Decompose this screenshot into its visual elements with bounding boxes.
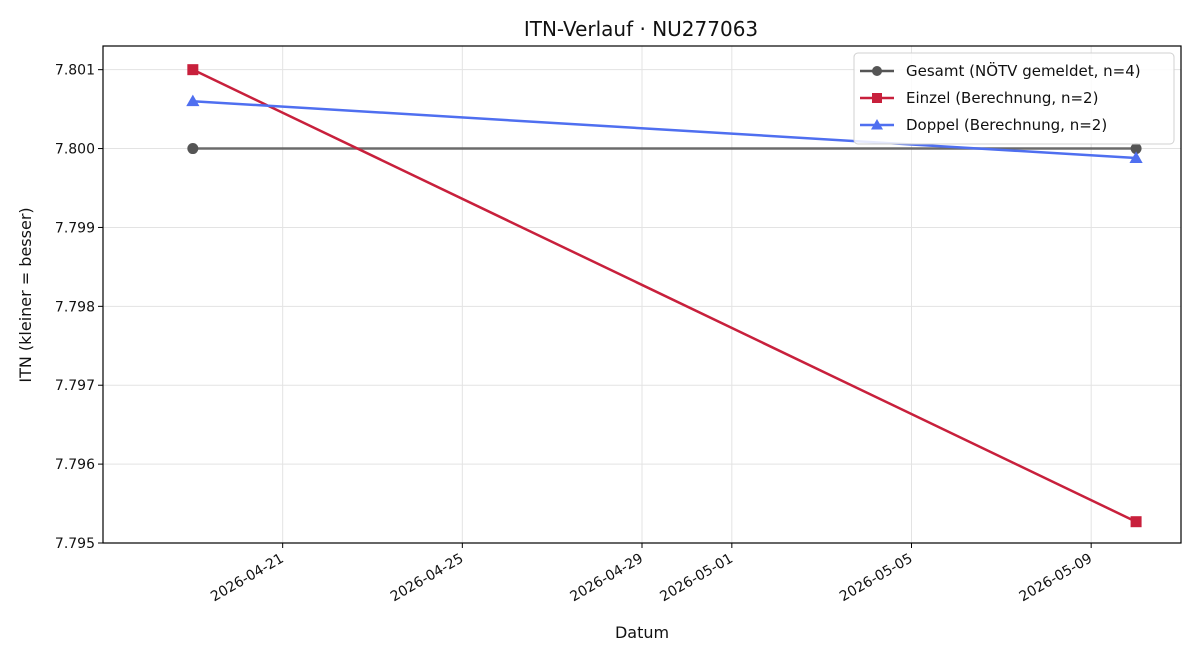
x-tick-label: 2026-04-29 [568, 551, 646, 606]
legend-label: Einzel (Berechnung, n=2) [906, 89, 1098, 107]
legend: Gesamt (NÖTV gemeldet, n=4) Einzel (Berec… [853, 52, 1175, 145]
series-layer [186, 64, 1143, 528]
x-tick-label: 2026-04-21 [208, 551, 286, 606]
y-tick-label: 7.800 [55, 142, 95, 158]
series-square [187, 64, 1142, 528]
legend-label: Gesamt (NÖTV gemeldet, n=4) [906, 61, 1141, 80]
y-tick-label: 7.797 [55, 378, 95, 394]
x-tick-label: 2026-05-05 [837, 551, 915, 606]
legend-entry: Einzel (Berechnung, n=2) [860, 89, 1098, 107]
legend-marker [871, 119, 883, 130]
y-tick-label: 7.796 [55, 457, 95, 473]
y-tick-label: 7.799 [55, 220, 95, 236]
legend-box [853, 52, 1175, 145]
legend-label: Doppel (Berechnung, n=2) [906, 116, 1107, 134]
data-point [1130, 516, 1142, 528]
data-point [186, 94, 200, 107]
y-tick-label: 7.795 [55, 536, 95, 552]
data-point [187, 64, 199, 76]
series-line [192, 99, 1137, 160]
x-tick-label: 2026-05-01 [657, 551, 735, 606]
series-triangle [186, 94, 1143, 163]
x-tick-label: 2026-05-09 [1017, 551, 1095, 606]
y-tick-label: 7.801 [55, 63, 95, 79]
chart-title: ITN-Verlauf · NU277063 [524, 17, 758, 41]
series-line [192, 68, 1137, 523]
legend-entry: Gesamt (NÖTV gemeldet, n=4) [860, 61, 1141, 80]
x-axis-label: Datum [615, 623, 669, 642]
x-tick-label: 2026-04-25 [388, 551, 466, 606]
legend-entry: Doppel (Berechnung, n=2) [860, 116, 1107, 134]
data-point [1129, 151, 1143, 163]
data-point [1130, 143, 1142, 155]
y-axis-label: ITN (kleiner = besser) [16, 207, 35, 382]
data-point [187, 143, 199, 155]
legend-marker [872, 66, 882, 76]
y-tick-label: 7.798 [55, 299, 95, 315]
legend-marker [872, 93, 882, 103]
